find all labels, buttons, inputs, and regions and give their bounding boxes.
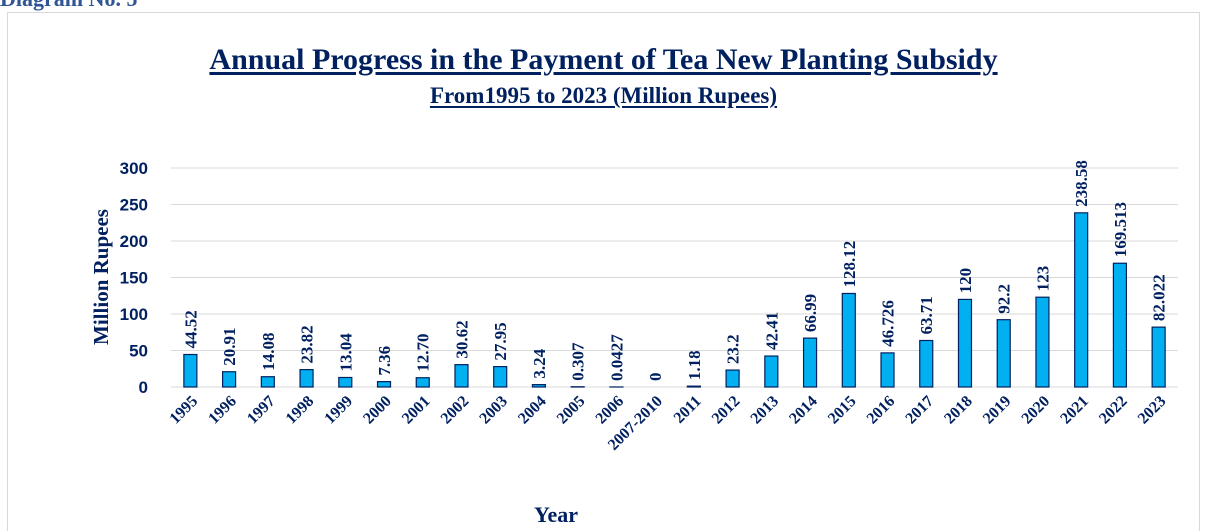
x-tick-label-2012: 2012	[709, 393, 744, 428]
data-label-2021: 238.58	[1072, 160, 1091, 207]
x-tick-label-2016: 2016	[864, 393, 899, 428]
bar-2013	[765, 356, 778, 387]
data-label-2004: 3.24	[530, 348, 549, 378]
data-label-2000: 7.36	[375, 346, 394, 376]
bar-1998	[300, 370, 313, 387]
bar-2017	[920, 340, 933, 387]
bar-1999	[339, 377, 352, 387]
x-tick-label-2018: 2018	[941, 393, 976, 428]
data-label-1998: 23.82	[298, 325, 317, 363]
bar-2016	[881, 353, 894, 387]
bar-2019	[997, 320, 1010, 387]
bar-2022	[1113, 263, 1126, 387]
x-tick-label-2003: 2003	[476, 393, 511, 428]
x-tick-label-2004: 2004	[515, 393, 550, 428]
data-label-1995: 44.52	[181, 310, 200, 348]
data-label-2002: 30.62	[452, 320, 471, 358]
y-tick-label: 50	[129, 342, 148, 361]
y-tick-label: 0	[139, 378, 148, 397]
bars	[184, 213, 1165, 387]
data-labels: 44.52 20.91 14.08 23.82 13.04 7.36 12.70 30.62 2…	[181, 160, 1168, 381]
bar-2021	[1075, 213, 1088, 387]
data-label-2017: 63.71	[917, 296, 936, 334]
y-tick-labels: 0 50 100 150 200 250 300	[120, 159, 148, 397]
bar-2020	[1036, 297, 1049, 387]
x-tick-label-1996: 1996	[205, 393, 240, 428]
data-label-2020: 123	[1033, 266, 1052, 292]
x-axis-label: Year	[534, 502, 578, 527]
data-label-2006: 0.0427	[607, 334, 626, 381]
x-tick-label-2013: 2013	[748, 393, 783, 428]
y-tick-label: 200	[120, 232, 148, 251]
data-label-2013: 42.41	[762, 312, 781, 350]
bar-2018	[958, 299, 971, 387]
data-label-1999: 13.04	[336, 333, 355, 372]
data-label-2018: 120	[956, 268, 975, 294]
x-tick-label-2017: 2017	[902, 393, 937, 428]
y-tick-label: 250	[120, 196, 148, 215]
data-label-1997: 14.08	[259, 332, 278, 370]
x-tick-label-2022: 2022	[1096, 393, 1131, 428]
x-tick-label-1999: 1999	[321, 393, 356, 428]
x-tick-label-1995: 1995	[167, 393, 202, 428]
data-label-2019: 92.2	[995, 284, 1014, 314]
x-tick-label-2023: 2023	[1135, 393, 1170, 428]
bar-2023	[1152, 327, 1165, 387]
bar-1996	[223, 372, 236, 387]
data-label-2003: 27.95	[491, 322, 510, 360]
x-tick-label-1998: 1998	[283, 393, 318, 428]
data-label-2007-2010: 0	[646, 373, 665, 382]
bar-2002	[455, 365, 468, 387]
data-label-2012: 23.2	[724, 334, 743, 364]
data-label-2022: 169.513	[1111, 202, 1130, 257]
x-tick-label-2006: 2006	[593, 393, 628, 428]
bar-2012	[726, 370, 739, 387]
bar-2014	[804, 338, 817, 387]
x-tick-label-2005: 2005	[554, 393, 589, 428]
x-tick-label-2014: 2014	[786, 393, 821, 428]
x-tick-label-1997: 1997	[244, 393, 279, 428]
gridlines	[171, 168, 1178, 387]
bar-2004	[532, 385, 545, 387]
data-label-2005: 0.307	[569, 342, 588, 381]
data-label-2001: 12.70	[414, 333, 433, 371]
data-label-2014: 66.99	[801, 294, 820, 332]
bar-2003	[494, 367, 507, 387]
bar-1995	[184, 355, 197, 387]
data-label-2011: 1.18	[685, 350, 704, 380]
x-tick-label-2015: 2015	[825, 393, 860, 428]
bar-2001	[416, 378, 429, 387]
data-label-1996: 20.91	[220, 327, 239, 365]
bar-chart: 0 50 100 150 200 250 300 44.52 20.91 14.08 23.82 1…	[8, 13, 1199, 532]
bar-2000	[378, 382, 391, 387]
x-tick-label-2011: 2011	[671, 393, 705, 427]
y-axis-label: Million Rupees	[89, 209, 113, 345]
x-tick-label-2021: 2021	[1057, 393, 1092, 428]
y-tick-label: 300	[120, 159, 148, 178]
y-tick-label: 100	[120, 305, 148, 324]
x-tick-label-2002: 2002	[438, 393, 473, 428]
x-tick-label-2019: 2019	[980, 393, 1015, 428]
x-tick-label-2000: 2000	[360, 393, 395, 428]
bar-2015	[842, 293, 855, 387]
page-header: Diagram No. 5	[0, 0, 137, 12]
bar-2011	[687, 386, 700, 387]
data-label-2015: 128.12	[840, 241, 859, 288]
x-tick-label-2020: 2020	[1019, 393, 1054, 428]
x-tick-label-2001: 2001	[399, 393, 434, 428]
y-tick-label: 150	[120, 269, 148, 288]
data-label-2016: 46.726	[879, 300, 898, 347]
bar-1997	[261, 377, 274, 387]
chart-frame: Annual Progress in the Payment of Tea Ne…	[7, 12, 1200, 531]
data-label-2023: 82.022	[1150, 274, 1169, 321]
